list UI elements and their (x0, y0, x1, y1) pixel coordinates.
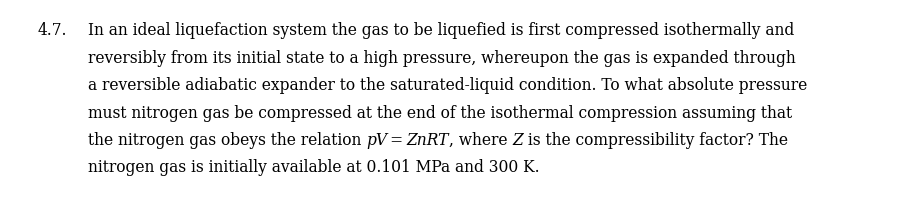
Text: must nitrogen gas be compressed at the end of the isothermal compression assumin: must nitrogen gas be compressed at the e… (88, 104, 792, 122)
Text: ZnRT: ZnRT (407, 132, 449, 149)
Text: reversibly from its initial state to a high pressure, whereupon the gas is expan: reversibly from its initial state to a h… (88, 49, 796, 67)
Text: 4.7.: 4.7. (38, 22, 67, 39)
Text: , where: , where (449, 132, 512, 149)
Text: the nitrogen gas obeys the relation: the nitrogen gas obeys the relation (88, 132, 367, 149)
Text: nitrogen gas is initially available at 0.101 MPa and 300 K.: nitrogen gas is initially available at 0… (88, 159, 540, 177)
Text: Z: Z (512, 132, 523, 149)
Text: =: = (388, 132, 407, 149)
Text: a reversible adiabatic expander to the saturated-liquid condition. To what absol: a reversible adiabatic expander to the s… (88, 77, 807, 94)
Text: pV: pV (367, 132, 388, 149)
Text: is the compressibility factor? The: is the compressibility factor? The (523, 132, 788, 149)
Text: In an ideal liquefaction system the gas to be liquefied is first compressed isot: In an ideal liquefaction system the gas … (88, 22, 794, 39)
